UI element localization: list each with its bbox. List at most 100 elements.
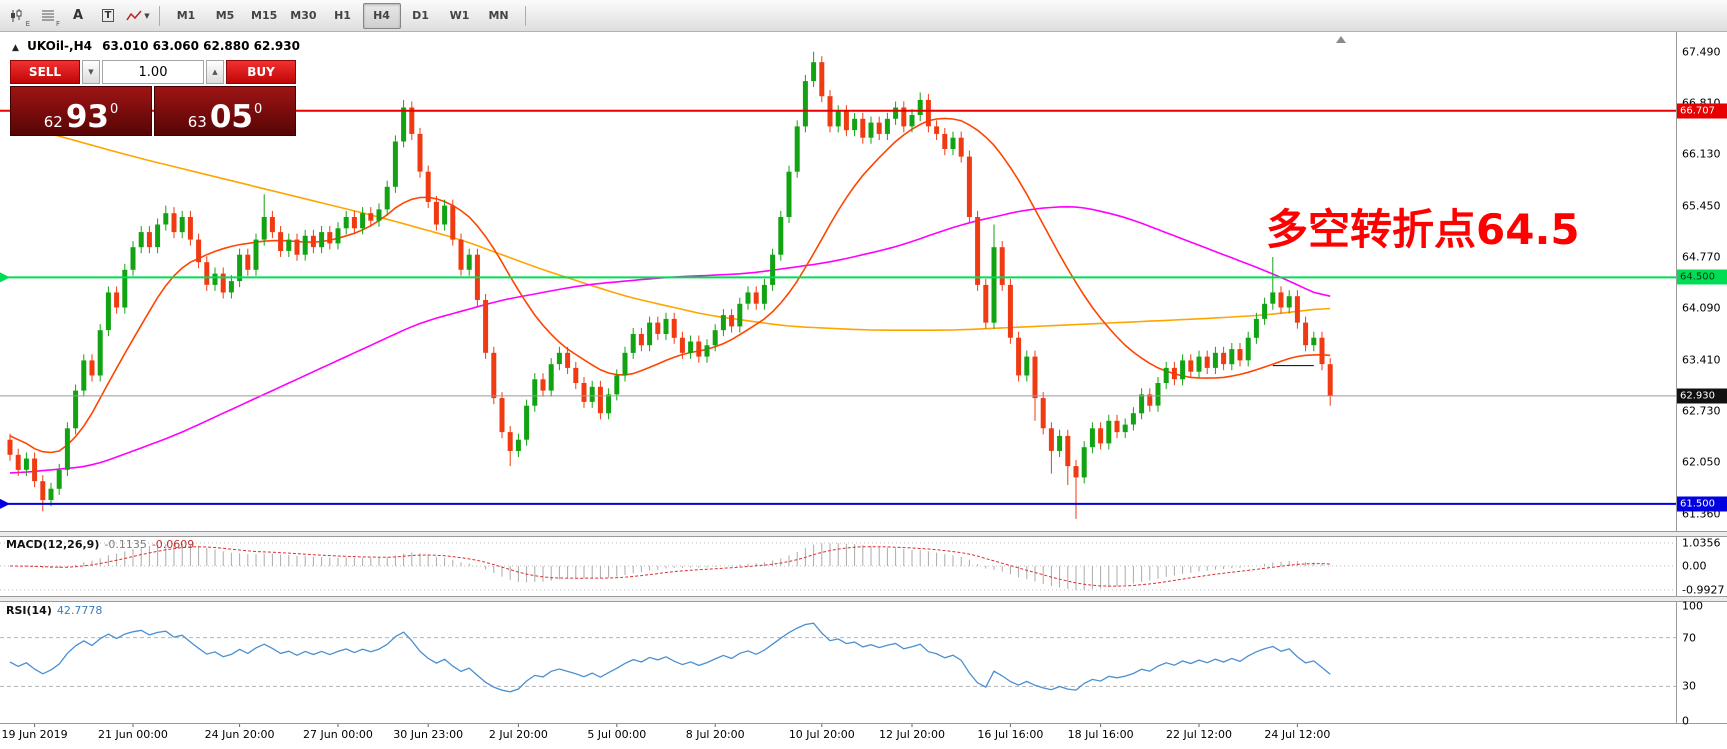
candle-body — [507, 432, 513, 451]
text-tool-button[interactable]: A — [64, 3, 92, 29]
candle-body — [835, 111, 841, 127]
ma-slow-line — [9, 124, 1331, 332]
candle-body — [220, 273, 226, 293]
new-chart-button[interactable]: E — [4, 3, 32, 29]
candle-body — [745, 292, 751, 304]
timeframe-button-M15[interactable]: M15 — [251, 9, 278, 22]
candle-body — [688, 341, 694, 353]
bid-pip-digit: 0 — [109, 102, 119, 117]
candle-body — [228, 281, 234, 293]
sell-button[interactable]: SELL — [10, 60, 80, 84]
timeframe-button-W1[interactable]: W1 — [449, 9, 470, 22]
price-tag-61.500: 61.500 — [1677, 496, 1727, 512]
buy-button[interactable]: BUY — [226, 60, 296, 84]
collapse-arrow-icon[interactable]: ▲ — [12, 43, 19, 53]
candle-body — [310, 235, 316, 248]
candle-body — [1089, 428, 1095, 448]
time-axis-label: 19 Jun 2019 — [1, 728, 68, 741]
candle-body — [401, 107, 407, 142]
candle-body — [548, 364, 554, 391]
timeframe-button-D1[interactable]: D1 — [412, 9, 429, 22]
candle-body — [368, 213, 374, 221]
candle-body — [278, 232, 284, 251]
market-watch-button[interactable]: F — [34, 3, 62, 29]
timeframe-button-M30[interactable]: M30 — [290, 9, 317, 22]
candle-body — [991, 247, 997, 323]
time-axis-label: 21 Jun 00:00 — [98, 728, 168, 741]
candle-body — [819, 62, 825, 97]
level-left-marker — [0, 272, 10, 283]
pane-separator-rsi[interactable] — [0, 596, 1727, 602]
candle-body — [901, 107, 907, 127]
candle-body — [261, 217, 267, 240]
time-axis-label: 2 Jul 20:00 — [488, 728, 548, 741]
ask-quote[interactable]: 63 05 0 — [154, 86, 296, 136]
candle-body — [1098, 428, 1104, 444]
candle-body — [975, 217, 981, 285]
timeframe-button-MN[interactable]: MN — [488, 9, 509, 22]
timeframe-button-H4[interactable]: H4 — [362, 2, 401, 29]
rsi-name: RSI(14) — [6, 604, 52, 617]
candle-body — [655, 322, 661, 334]
macd-value-1: -0.1135 — [104, 538, 147, 551]
ma-mid-line — [9, 205, 1331, 474]
candle-body — [392, 141, 398, 187]
candle-body — [696, 341, 702, 357]
time-axis-label: 30 Jun 23:00 — [393, 728, 464, 741]
macd-axis-label: -0.9927 — [1682, 583, 1725, 597]
candle-body — [56, 469, 62, 489]
volume-increase-button[interactable]: ▲ — [206, 60, 224, 84]
candle-body — [294, 239, 300, 255]
macd-axis-label: 0.00 — [1682, 559, 1707, 573]
candle-body — [130, 247, 136, 270]
price-shift-marker[interactable] — [1336, 36, 1346, 43]
candle-body — [1270, 292, 1276, 304]
candle-body — [302, 235, 308, 255]
indicators-button[interactable]: ▼ — [124, 3, 152, 29]
candle-body — [622, 352, 628, 376]
text-label-tool-button[interactable]: T — [94, 3, 122, 29]
candle-body — [1032, 356, 1038, 399]
candle-body — [909, 115, 915, 127]
timeframe-button-M5[interactable]: M5 — [215, 9, 235, 22]
candle-body — [1073, 466, 1079, 478]
volume-input[interactable]: 1.00 — [102, 60, 204, 84]
candle-body — [15, 454, 21, 470]
ask-pip-digit: 0 — [253, 102, 263, 117]
candle-body — [811, 62, 817, 82]
timeframe-button-M1[interactable]: M1 — [176, 9, 196, 22]
candle-body — [729, 315, 735, 327]
candle-body — [925, 99, 931, 127]
candle-body — [1327, 364, 1333, 396]
bid-big-digits: 93 — [65, 98, 109, 135]
volume-decrease-button[interactable]: ▼ — [82, 60, 100, 84]
candle-body — [245, 254, 251, 270]
price-axis-label: 66.130 — [1682, 147, 1721, 161]
candle-body — [770, 254, 776, 285]
candle-body — [852, 118, 858, 131]
candle-body — [1040, 398, 1046, 429]
candle-body — [81, 360, 87, 391]
rsi-axis-label: 0 — [1682, 714, 1689, 728]
candle-body — [425, 171, 431, 202]
candle-body — [1163, 367, 1169, 383]
candle-body — [97, 330, 103, 376]
time-axis-label: 10 Jul 20:00 — [788, 728, 855, 741]
rsi-axis-label: 30 — [1682, 679, 1696, 693]
candle-body — [458, 239, 464, 270]
candle-body — [1139, 394, 1145, 414]
pane-separator-macd[interactable] — [0, 531, 1727, 537]
chart-title: ▲ UKOil-,H4 63.010 63.060 62.880 62.930 — [12, 39, 300, 53]
candle-body — [327, 232, 333, 244]
candle-body — [196, 239, 202, 263]
candle-body — [64, 428, 70, 470]
candle-body — [1106, 420, 1112, 444]
candle-body — [32, 458, 38, 482]
candle-body — [23, 458, 29, 470]
candle-body — [1130, 413, 1136, 425]
bid-quote[interactable]: 62 93 0 — [10, 86, 152, 136]
price-axis-label: 64.090 — [1682, 301, 1721, 315]
timeframe-button-H1[interactable]: H1 — [334, 9, 351, 22]
candle-body — [1007, 284, 1013, 338]
